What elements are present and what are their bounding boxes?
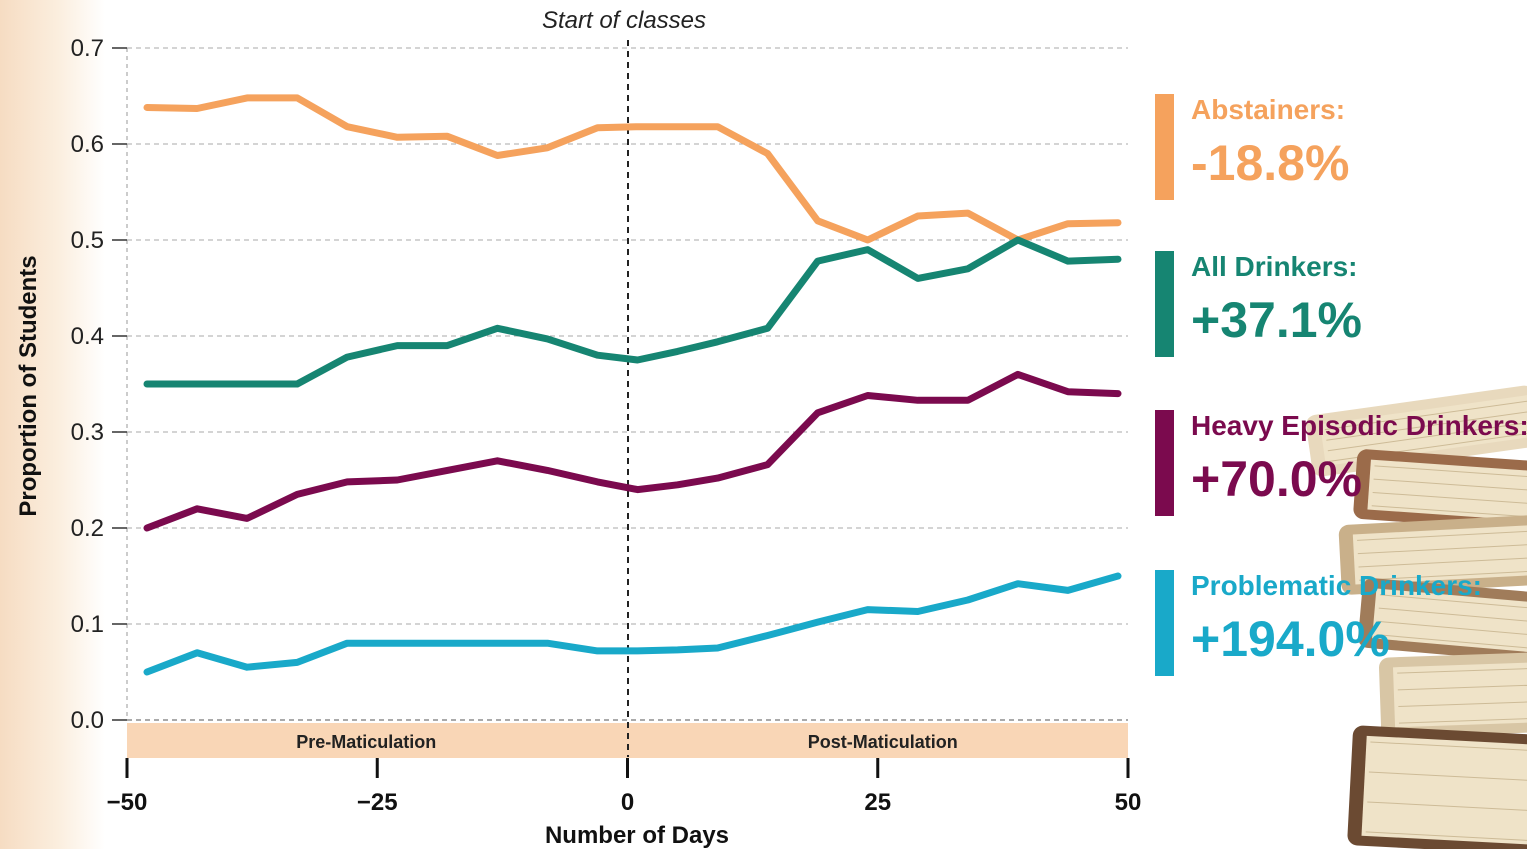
book-pages [1372, 588, 1527, 653]
period-bands: Pre-Maticulation Post-Maticulation [127, 723, 1128, 758]
legend-swatch [1155, 570, 1174, 676]
x-axis-title: Number of Days [545, 822, 729, 849]
books-stack-illustration [1306, 385, 1527, 849]
band-label: Post-Maticulation [808, 732, 958, 752]
legend-swatch [1155, 410, 1174, 516]
x-tick-label: 25 [864, 789, 891, 816]
book-pages [1361, 735, 1527, 845]
series-line-1 [143, 94, 1122, 244]
y-tick-label: 0.1 [71, 611, 104, 638]
book-4 [1358, 578, 1527, 662]
page-edge [1359, 570, 1527, 581]
y-tick-label: 0.2 [71, 515, 104, 542]
legend-series-name: All Drinkers: [1191, 251, 1358, 282]
page-edge [1367, 801, 1527, 812]
page-edge [1397, 684, 1527, 691]
legend-series-name: Heavy Episodic Drinkers: [1191, 410, 1527, 441]
book-3 [1338, 515, 1527, 595]
legend-series-name: Problematic Drinkers: [1191, 570, 1482, 601]
legend-series-change: +194.0% [1191, 611, 1390, 667]
page-edge [1376, 634, 1527, 650]
page-edge [1327, 420, 1527, 452]
x-tick-label: −50 [107, 789, 148, 816]
series-line-2 [143, 236, 1122, 388]
page-edge [1372, 491, 1527, 505]
gridlines [127, 47, 1128, 721]
y-tick-label: 0.5 [71, 227, 104, 254]
series-line-4 [143, 572, 1122, 676]
page-edge [1368, 771, 1527, 782]
legend-series-change: +70.0% [1191, 451, 1362, 507]
page-edge [1324, 399, 1527, 431]
book-6 [1347, 725, 1527, 849]
legend-swatch [1155, 94, 1174, 200]
y-tick-label: 0.7 [71, 35, 104, 62]
page-edge [1374, 465, 1527, 478]
legend-series-change: -18.8% [1191, 135, 1350, 191]
band-label: Pre-Maticulation [296, 732, 436, 752]
page-edge [1370, 741, 1527, 752]
book-pages [1320, 394, 1527, 466]
page-edge [1365, 831, 1527, 842]
book-5 [1378, 652, 1527, 738]
page-edge [1357, 543, 1527, 555]
x-ticks: −50 −25 0 25 50 [107, 758, 1142, 816]
y-tick-label: 0.0 [71, 707, 104, 734]
y-axis-title: Proportion of Students [15, 255, 42, 516]
book-2 [1353, 449, 1527, 531]
book-pages [1352, 524, 1527, 585]
page-edge [1378, 607, 1527, 623]
page-edge [1357, 530, 1527, 541]
x-tick-label: 0 [621, 789, 634, 816]
page-edge [1373, 478, 1527, 492]
start-of-classes-annotation: Start of classes [542, 7, 706, 34]
series-lines [143, 94, 1122, 676]
y-ticks: 0.0 0.1 0.2 0.3 0.4 0.5 0.6 0.7 [71, 35, 127, 734]
page-edge [1371, 505, 1527, 518]
legend-series-name: Abstainers: [1191, 94, 1346, 125]
left-gradient-band [0, 0, 105, 849]
page-edge [1377, 620, 1527, 636]
x-tick-label: −25 [357, 789, 398, 816]
page-edge [1398, 717, 1527, 724]
band-pre [127, 723, 628, 758]
axes [126, 40, 629, 757]
y-tick-label: 0.3 [71, 419, 104, 446]
page-edge [1398, 701, 1527, 707]
page-edge [1358, 556, 1527, 568]
book-pages [1392, 662, 1527, 728]
legend-swatch [1155, 251, 1174, 357]
page-edge [1326, 410, 1527, 441]
series-line-3 [143, 370, 1122, 532]
band-post [627, 723, 1128, 758]
y-tick-label: 0.4 [71, 323, 104, 350]
legend-series-change: +37.1% [1191, 292, 1362, 348]
x-tick-label: 50 [1115, 789, 1142, 816]
book-pages [1367, 459, 1527, 522]
page-edge [1379, 594, 1527, 610]
page-edge [1397, 667, 1527, 674]
y-tick-label: 0.6 [71, 131, 104, 158]
